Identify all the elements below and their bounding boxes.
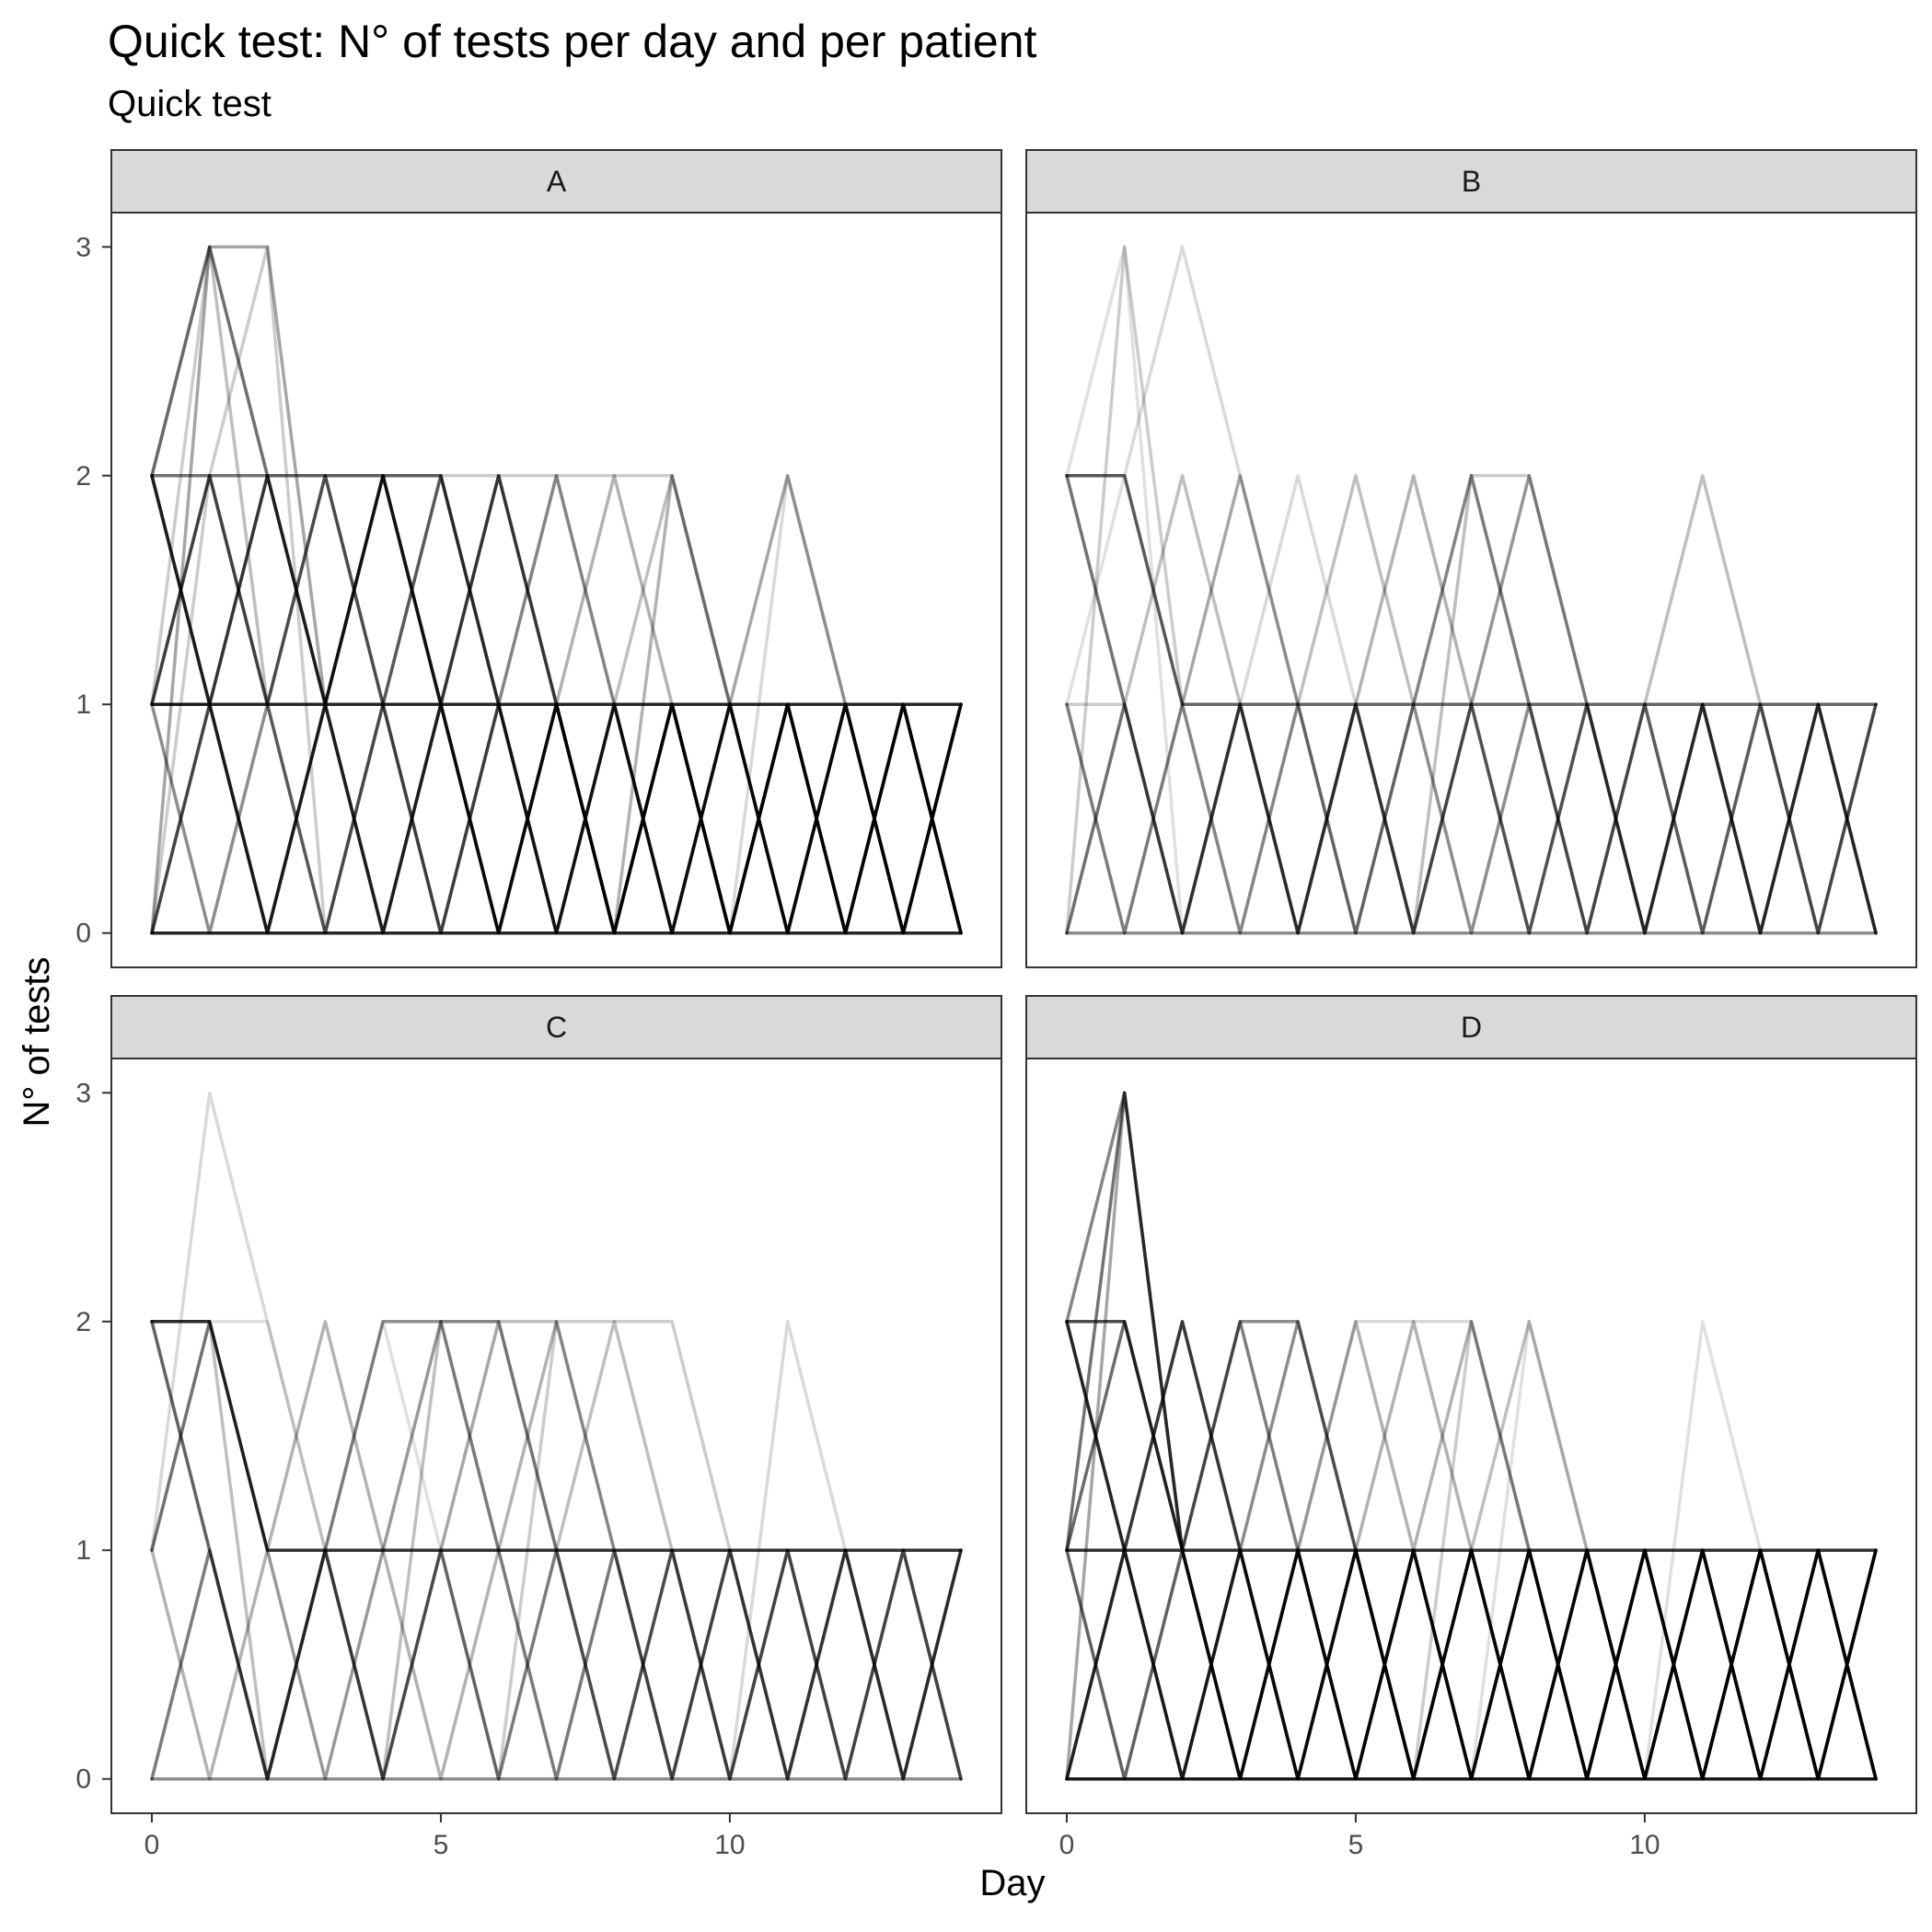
series-line [1065,1320,1878,1781]
series-line [1065,1091,1878,1781]
facet-strip-label: A [547,165,567,198]
facet-panel-c: C 0 1 2 3 0 5 10 [75,995,1002,1860]
y-tick-label: 2 [75,1307,91,1337]
facet-strip [110,995,1002,1059]
series-line [150,1320,963,1781]
series-line [150,1320,963,1781]
series-line [1065,474,1878,935]
series-line [150,1320,963,1781]
series-line [1065,1320,1878,1781]
series-line [150,1320,963,1552]
series-line [1065,474,1878,935]
y-tick-label: 3 [75,232,91,262]
series-line [150,1320,963,1781]
series-line [1065,245,1878,935]
chart-subtitle: Quick test [108,84,272,124]
x-axis-label: Day [979,1863,1046,1903]
panel-background [1025,212,1917,968]
series-line [1065,245,1878,935]
series-line [150,474,963,935]
facet-strip-label: D [1461,1011,1482,1044]
y-tick-label: 1 [75,1535,91,1566]
series-line [1065,1320,1878,1781]
x-tick-label: 5 [434,1830,449,1860]
series-line [150,474,963,935]
facet-strip-label: C [546,1011,567,1044]
series-line [150,1320,963,1781]
series-line [1065,1320,1878,1781]
series-line [150,474,963,935]
series-line [150,1320,963,1781]
series-line [150,1320,963,1781]
series-line [1065,1091,1878,1781]
facet-strip-label: B [1462,165,1481,198]
x-tick-label: 0 [1059,1830,1075,1860]
series-line [150,1320,963,1781]
series-line [1065,1320,1878,1781]
series-line [150,474,963,935]
series-line [1065,1320,1878,1781]
facet-panel-b: B [1025,149,1917,968]
series-line [150,474,963,935]
panel-background [110,1058,1002,1814]
series-line [150,245,963,935]
facet-strip [110,149,1002,214]
series-line [1065,474,1878,935]
series-line [1065,1320,1878,1781]
series-line [1065,474,1878,935]
series-line [1065,1091,1878,1781]
x-tick-label: 5 [1348,1830,1364,1860]
x-tick-label: 0 [145,1830,160,1860]
y-tick-label: 0 [75,1764,91,1795]
facet-panel-a: A 0 1 2 3 [75,149,1002,968]
series-line [1065,474,1878,706]
panel-background [1025,1058,1917,1814]
facet-strip [1025,149,1917,214]
y-tick-label: 2 [75,461,91,492]
series-line [150,245,963,935]
series-line [1065,474,1878,935]
series-line [150,1320,963,1781]
series-line [150,474,963,935]
series-line [150,245,963,935]
series-line [1065,474,1878,935]
x-tick-label: 10 [1629,1830,1660,1860]
series-line [1065,1320,1878,1781]
series-line [1065,245,1878,935]
series-line [150,245,963,935]
chart-title: Quick test: N° of tests per day and per … [108,16,1037,67]
panel-background [110,212,1002,968]
series-line [150,245,963,935]
y-tick-label: 1 [75,689,91,720]
series-line [1065,1320,1878,1781]
series-line [150,474,963,935]
y-tick-label: 0 [75,919,91,949]
series-line [150,1320,963,1781]
series-line [1065,474,1878,935]
series-line [1065,474,1878,935]
series-line [150,245,963,935]
series-line [150,474,963,935]
series-line [150,1091,963,1781]
series-line [1065,474,1878,935]
facet-panel-d: D 0 5 10 [1025,995,1917,1860]
y-tick-label: 3 [75,1078,91,1108]
series-line [150,474,963,935]
x-tick-label: 10 [714,1830,745,1860]
